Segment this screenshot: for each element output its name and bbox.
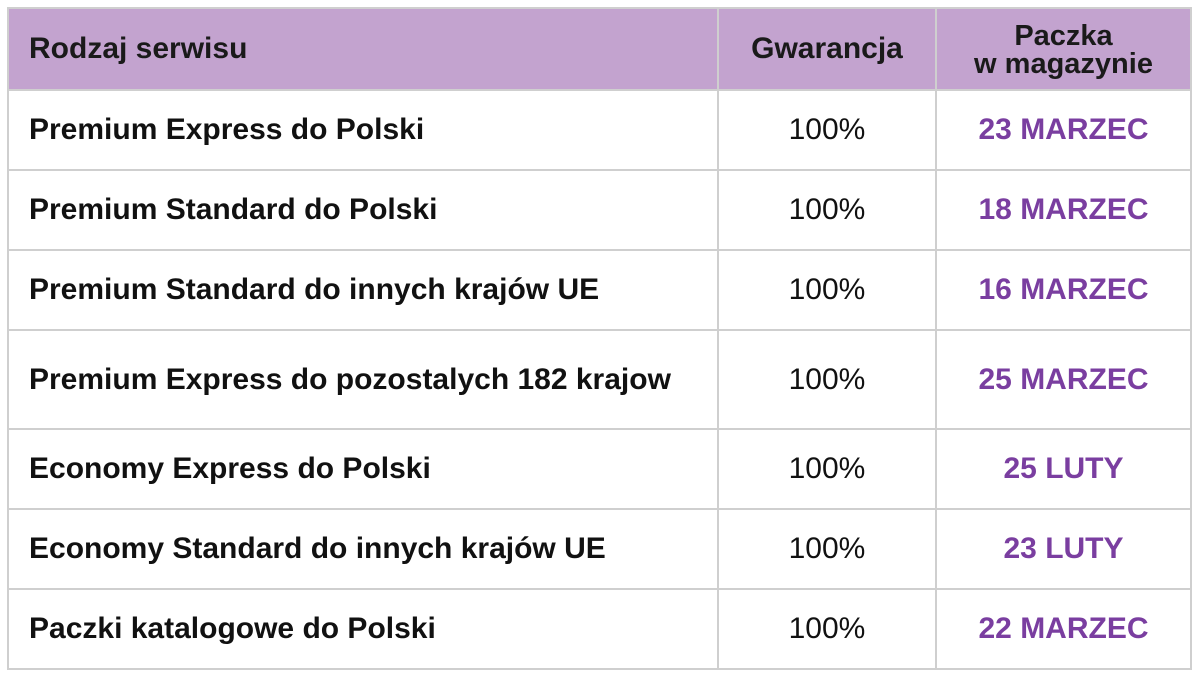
table-row: Paczki katalogowe do Polski 100% 22 MARZ… [7, 588, 1192, 670]
shipping-table-container: Rodzaj serwisu Gwarancja Paczka w magazy… [7, 7, 1192, 670]
guarantee-value: 100% [717, 508, 937, 590]
header-row: Rodzaj serwisu Gwarancja Paczka w magazy… [7, 7, 1192, 91]
table-row: Premium Standard do innych krajów UE 100… [7, 249, 1192, 331]
guarantee-value: 100% [717, 588, 937, 670]
guarantee-value: 100% [717, 89, 937, 171]
warehouse-date: 25 MARZEC [935, 329, 1192, 430]
service-name: Paczki katalogowe do Polski [7, 588, 719, 670]
header-guarantee: Gwarancja [717, 7, 937, 91]
service-name: Economy Standard do innych krajów UE [7, 508, 719, 590]
service-name: Premium Express do pozostalych 182 krajo… [7, 329, 719, 430]
header-service: Rodzaj serwisu [7, 7, 719, 91]
header-warehouse-line2: w magazynie [974, 48, 1153, 80]
warehouse-date: 25 LUTY [935, 428, 1192, 510]
guarantee-value: 100% [717, 428, 937, 510]
table-row: Premium Standard do Polski 100% 18 MARZE… [7, 169, 1192, 251]
table-row: Economy Standard do innych krajów UE 100… [7, 508, 1192, 590]
table-row: Premium Express do pozostalych 182 krajo… [7, 329, 1192, 430]
table-header: Rodzaj serwisu Gwarancja Paczka w magazy… [7, 7, 1192, 91]
table-body: Premium Express do Polski 100% 23 MARZEC… [7, 89, 1192, 670]
header-warehouse-line1: Paczka [1014, 20, 1113, 52]
table-row: Economy Express do Polski 100% 25 LUTY [7, 428, 1192, 510]
guarantee-value: 100% [717, 249, 937, 331]
warehouse-date: 23 MARZEC [935, 89, 1192, 171]
warehouse-date: 22 MARZEC [935, 588, 1192, 670]
service-name: Economy Express do Polski [7, 428, 719, 510]
guarantee-value: 100% [717, 169, 937, 251]
header-warehouse: Paczka w magazynie [935, 7, 1192, 91]
service-name: Premium Standard do Polski [7, 169, 719, 251]
warehouse-date: 16 MARZEC [935, 249, 1192, 331]
shipping-services-table: Rodzaj serwisu Gwarancja Paczka w magazy… [7, 7, 1192, 670]
warehouse-date: 23 LUTY [935, 508, 1192, 590]
warehouse-date: 18 MARZEC [935, 169, 1192, 251]
service-name: Premium Express do Polski [7, 89, 719, 171]
table-row: Premium Express do Polski 100% 23 MARZEC [7, 89, 1192, 171]
service-name: Premium Standard do innych krajów UE [7, 249, 719, 331]
guarantee-value: 100% [717, 329, 937, 430]
